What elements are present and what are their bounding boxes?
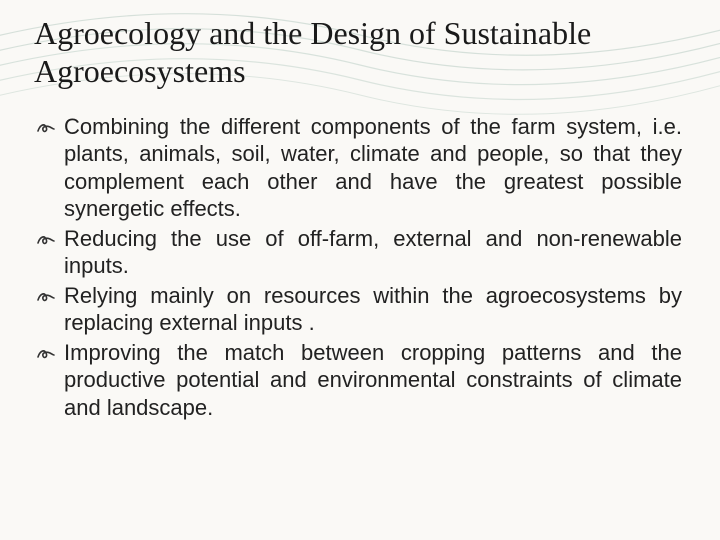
bullet-text: Relying mainly on resources within the a…	[64, 283, 682, 336]
list-item: Reducing the use of off-farm, external a…	[36, 225, 682, 280]
bullet-text: Improving the match between cropping pat…	[64, 340, 682, 420]
bullet-list: Combining the different components of th…	[28, 113, 688, 422]
bullet-icon	[36, 284, 56, 314]
bullet-text: Combining the different components of th…	[64, 114, 682, 222]
slide-content: Agroecology and the Design of Sustainabl…	[0, 0, 720, 443]
list-item: Combining the different components of th…	[36, 113, 682, 223]
list-item: Improving the match between cropping pat…	[36, 339, 682, 422]
bullet-icon	[36, 115, 56, 145]
bullet-text: Reducing the use of off-farm, external a…	[64, 226, 682, 279]
bullet-icon	[36, 227, 56, 257]
list-item: Relying mainly on resources within the a…	[36, 282, 682, 337]
slide-title: Agroecology and the Design of Sustainabl…	[28, 14, 688, 91]
bullet-icon	[36, 341, 56, 371]
